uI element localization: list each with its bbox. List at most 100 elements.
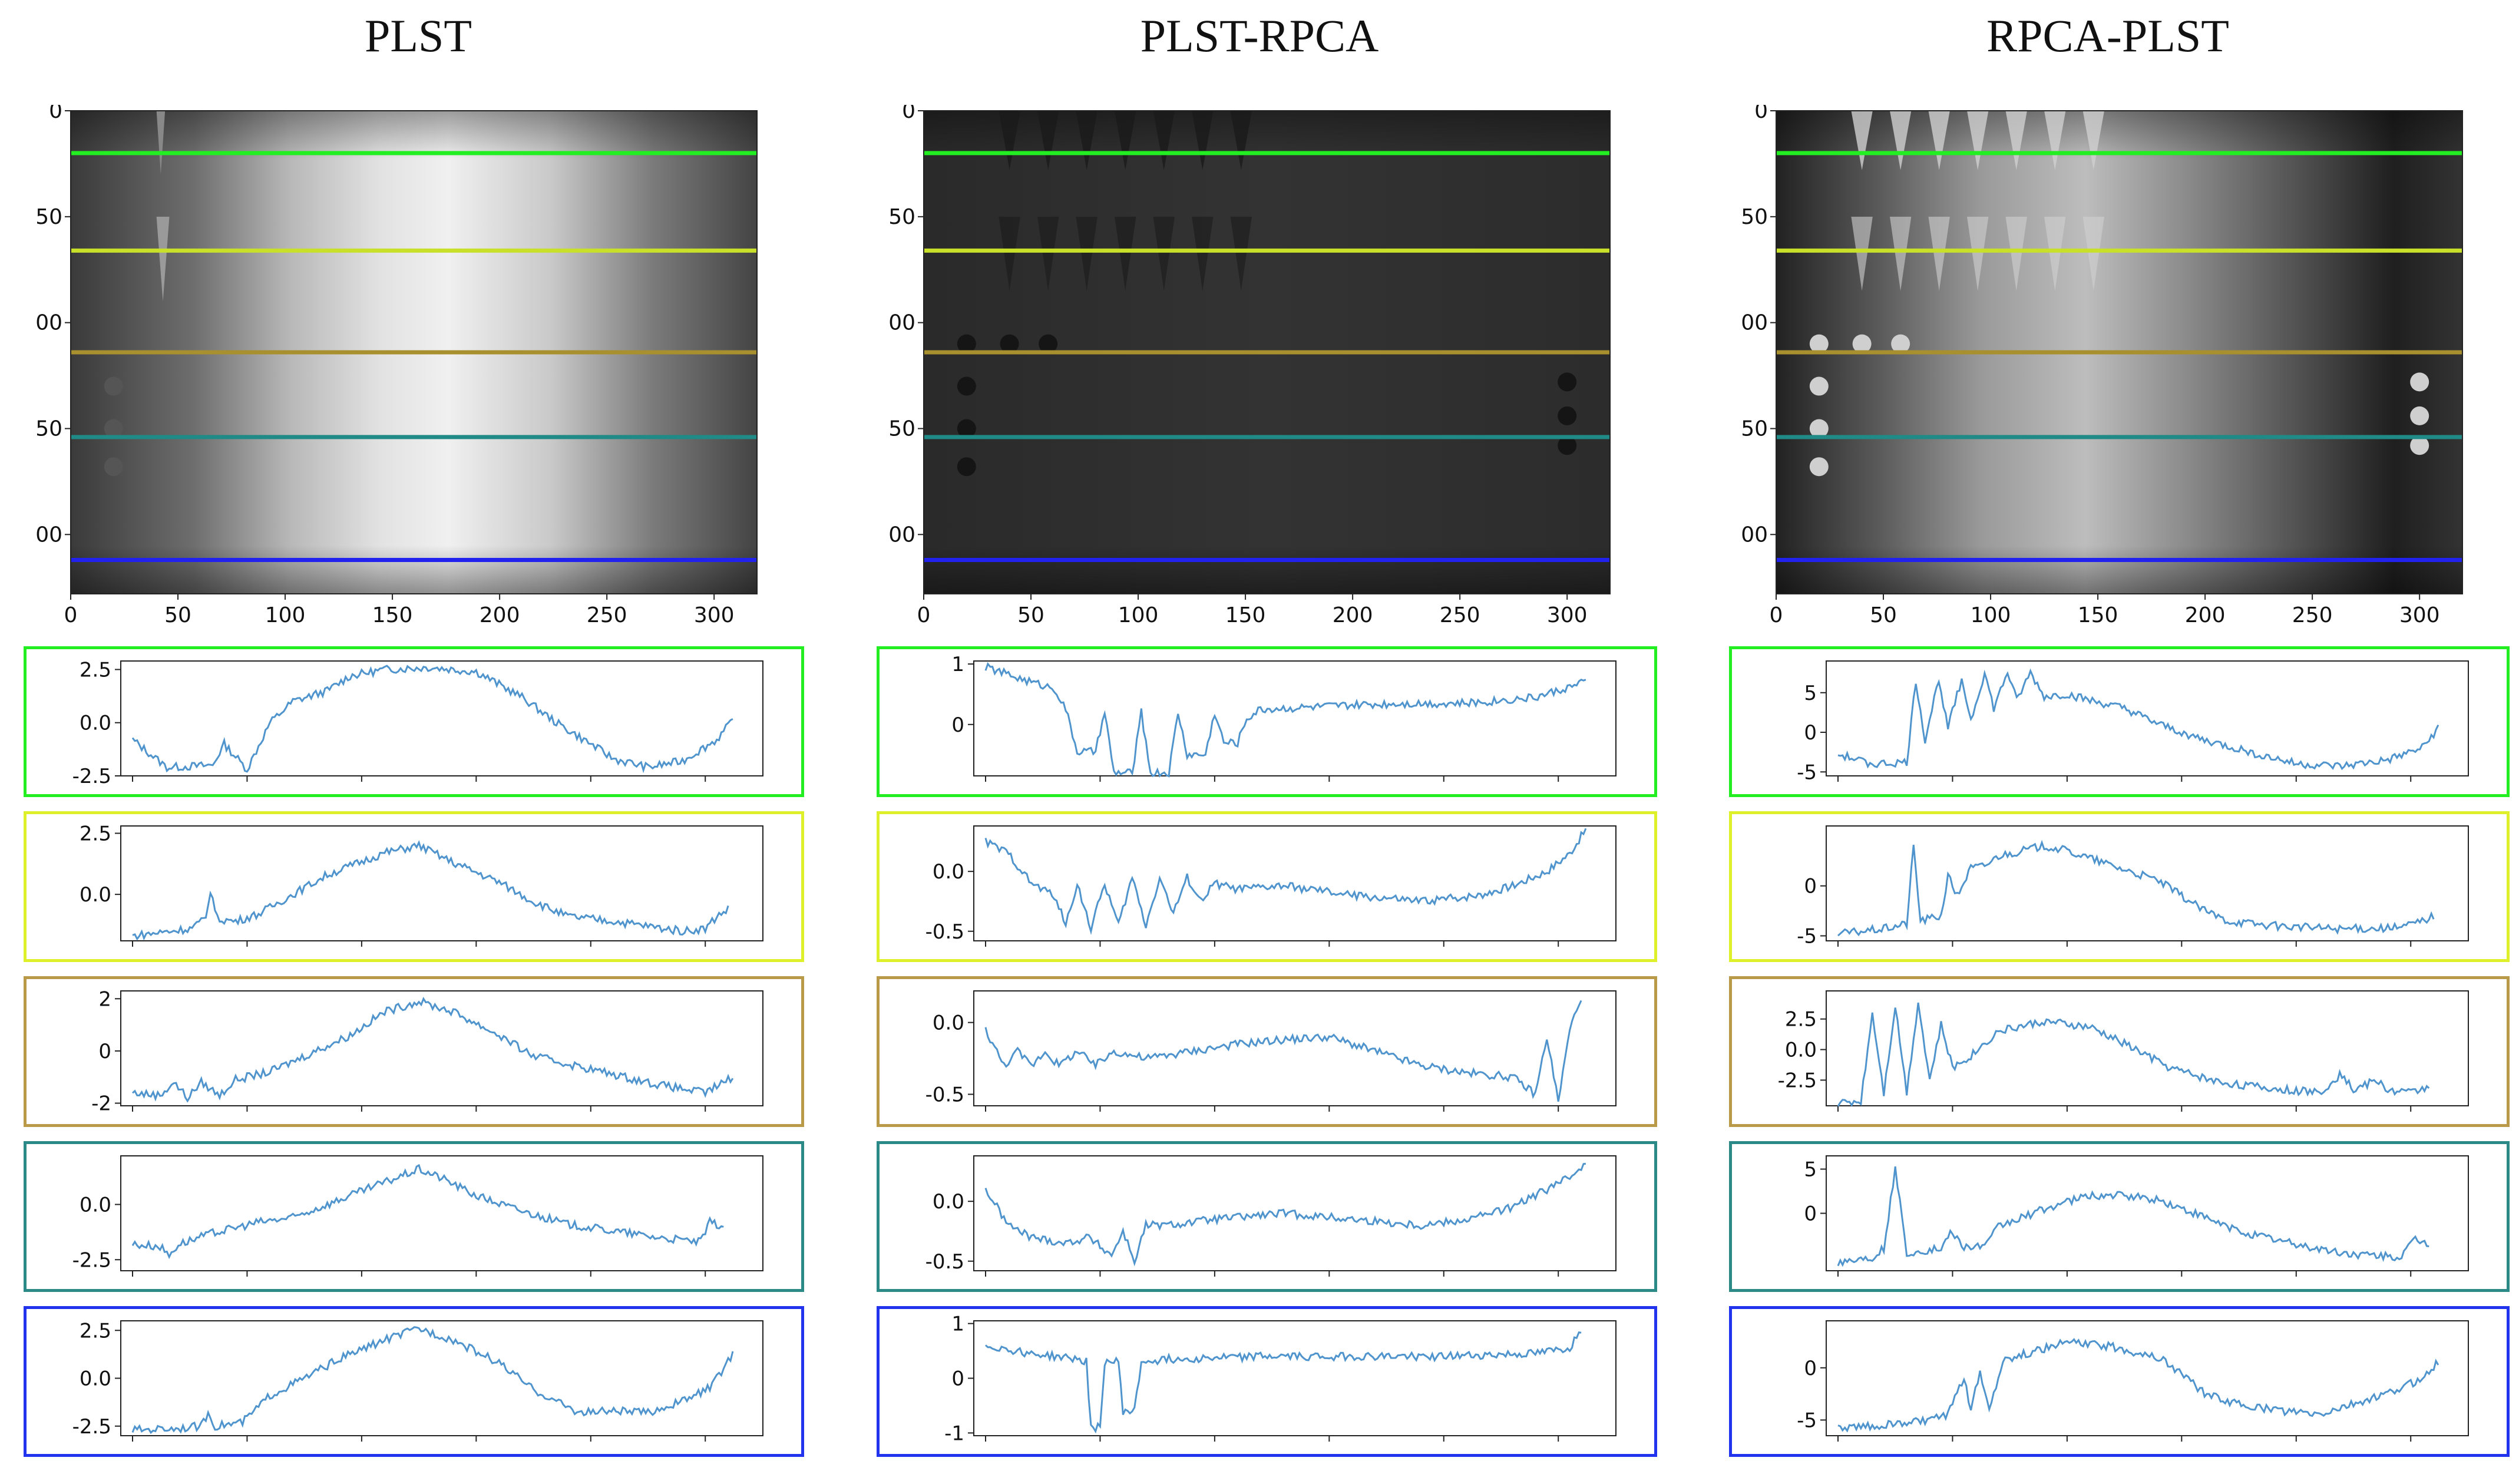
y-tick-label: 0 bbox=[951, 1367, 964, 1391]
wedge-mark bbox=[2005, 111, 2027, 170]
x-tick-label: 200 bbox=[2185, 603, 2226, 623]
dot-mark bbox=[1809, 419, 1829, 438]
dot-mark bbox=[1809, 457, 1829, 477]
y-tick-label: 00 bbox=[35, 311, 62, 335]
x-tick-label: 0 bbox=[917, 603, 931, 623]
profile-series-line bbox=[132, 996, 734, 1103]
y-tick-label: 50 bbox=[1741, 205, 1768, 229]
profile-series-line bbox=[1837, 1338, 2439, 1433]
dot-mark bbox=[957, 376, 976, 396]
dot-mark bbox=[1558, 406, 1577, 425]
profile-series-line bbox=[984, 662, 1586, 778]
plot-area bbox=[1826, 825, 2469, 941]
profile-chart: 0.0 -0.5 bbox=[925, 990, 1616, 1112]
y-tick-label: 0 bbox=[951, 713, 964, 737]
profile-chart: 5 0 -5 bbox=[1797, 660, 2469, 784]
profile-series-line bbox=[131, 1164, 724, 1260]
wedge-mark bbox=[1076, 216, 1097, 291]
y-tick-label: -2.5 bbox=[72, 1415, 111, 1439]
wedge-mark bbox=[1889, 216, 1912, 291]
profile-panel: 2.5 0.0 -2.5 bbox=[1729, 976, 2510, 1127]
profile-panel: 0 -5 bbox=[1729, 1306, 2510, 1457]
y-tick-label: 2.5 bbox=[80, 1319, 111, 1343]
wedge-mark bbox=[1889, 111, 1912, 170]
y-tick-label: 50 bbox=[35, 417, 62, 441]
profile-chart: 2.5 0.0 -2.5 bbox=[72, 1319, 763, 1442]
wedge-mark bbox=[1928, 111, 1950, 170]
profile-series-line bbox=[131, 1326, 734, 1435]
y-tick-label: 00 bbox=[1741, 523, 1768, 547]
heatmap-rpca-plst: 0 50 100 150 200 250 300 0 50 00 50 00 bbox=[1741, 105, 2463, 623]
x-tick-label: 50 bbox=[164, 603, 191, 623]
y-tick-label: -2.5 bbox=[72, 1248, 111, 1272]
profile-panel: 2.5 0.0 bbox=[24, 811, 804, 962]
y-tick-label: 2 bbox=[98, 987, 111, 1011]
y-tick-label: 00 bbox=[1741, 311, 1768, 335]
profile-chart: 10 bbox=[951, 653, 1616, 782]
wedge-mark bbox=[1076, 111, 1097, 170]
x-tick-label: 150 bbox=[372, 603, 413, 623]
x-tick-label: 150 bbox=[1225, 603, 1266, 623]
plot-area bbox=[973, 660, 1616, 776]
y-tick-label: 0 bbox=[1754, 105, 1768, 123]
y-tick-label: -2.5 bbox=[1778, 1069, 1817, 1092]
y-tick-label: 2.5 bbox=[80, 658, 111, 682]
y-tick-label: 0.0 bbox=[933, 1190, 964, 1214]
wedge-mark bbox=[1115, 111, 1136, 170]
x-tick-label: 50 bbox=[1017, 603, 1044, 623]
wedge-mark bbox=[2044, 216, 2066, 291]
y-tick-label: -0.5 bbox=[925, 1250, 964, 1274]
profile-series-line bbox=[984, 1000, 1582, 1102]
x-tick-label: 100 bbox=[265, 603, 306, 623]
wedge-mark bbox=[1967, 216, 1989, 291]
dot-mark bbox=[1891, 334, 1910, 353]
heatmap-plst-rpca: 0 50 100 150 200 250 300 0 50 00 50 00 bbox=[888, 105, 1611, 623]
plot-area bbox=[973, 825, 1616, 941]
profile-chart: 0 -5 bbox=[1797, 1320, 2469, 1442]
profile-panel: 2 0 -2 bbox=[24, 976, 804, 1127]
y-tick-label: 0.0 bbox=[933, 1012, 964, 1035]
y-tick-label: -2 bbox=[91, 1092, 111, 1116]
profile-panel: 0.0 -0.5 bbox=[877, 976, 1657, 1127]
y-tick-label: 2.5 bbox=[1785, 1008, 1817, 1032]
dot-mark bbox=[2410, 372, 2429, 392]
y-tick-label: 00 bbox=[35, 523, 62, 547]
wedge-mark bbox=[1230, 216, 1252, 291]
profile-panel: 2.5 0.0 -2.5 bbox=[24, 646, 804, 797]
profile-chart: 0 -5 bbox=[1797, 825, 2469, 948]
y-tick-label: 0 bbox=[98, 1040, 111, 1063]
y-tick-label: 0.0 bbox=[1785, 1039, 1817, 1062]
profile-series-line bbox=[1837, 1166, 2429, 1267]
y-tick-label: 5 bbox=[1804, 1158, 1817, 1182]
wedge-mark bbox=[1230, 111, 1252, 170]
x-tick-label: 250 bbox=[1440, 603, 1480, 623]
profile-chart: 50 bbox=[1804, 1155, 2469, 1277]
wedge-mark bbox=[1192, 216, 1214, 291]
y-tick-label: 0.0 bbox=[80, 1194, 111, 1217]
image-frame bbox=[923, 110, 1611, 594]
x-tick-label: 300 bbox=[694, 603, 735, 623]
y-tick-label: 0 bbox=[1804, 1202, 1817, 1226]
column-title: PLST bbox=[364, 10, 472, 61]
y-tick-label: 0.0 bbox=[933, 860, 964, 884]
y-tick-label: 2.5 bbox=[80, 822, 111, 845]
dot-mark bbox=[1852, 334, 1872, 353]
wedge-mark bbox=[2082, 111, 2105, 170]
plot-area bbox=[1826, 1155, 2469, 1271]
wedge-mark bbox=[999, 111, 1020, 170]
x-tick-label: 200 bbox=[1333, 603, 1373, 623]
y-tick-label: 50 bbox=[888, 205, 915, 229]
x-tick-label: 100 bbox=[1118, 603, 1159, 623]
y-tick-label: -0.5 bbox=[925, 1083, 964, 1107]
dot-mark bbox=[1809, 334, 1829, 353]
y-tick-label: 0 bbox=[49, 105, 62, 123]
profile-series-line bbox=[131, 665, 733, 774]
y-tick-label: 0.0 bbox=[80, 712, 111, 735]
y-tick-label: -1 bbox=[944, 1422, 964, 1445]
profile-series-line bbox=[1837, 1002, 2430, 1107]
x-tick-label: 50 bbox=[1870, 603, 1897, 623]
wedge-mark bbox=[1037, 216, 1059, 291]
profile-series-line bbox=[984, 1162, 1586, 1267]
y-tick-label: 00 bbox=[888, 311, 915, 335]
